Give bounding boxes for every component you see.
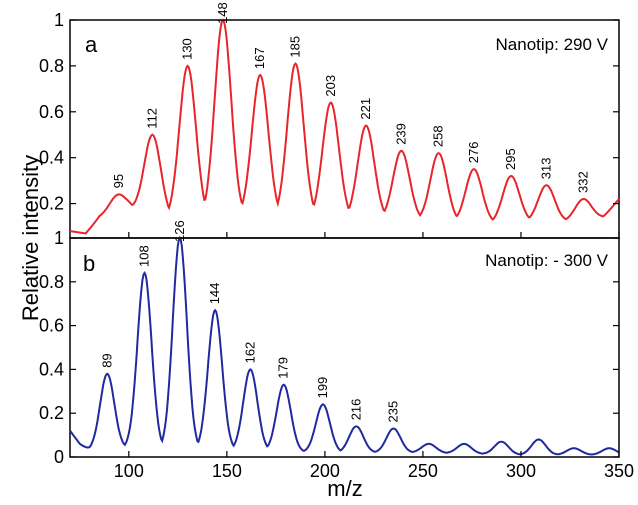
panel-a-y-tick-label: 1: [54, 10, 64, 30]
panel-a-peak-label: 130: [180, 38, 195, 60]
panel-a-y-tick-label: 0.4: [39, 148, 64, 168]
panel-b-peak-label: 89: [99, 353, 114, 367]
panel-b-y-tick-label: 1: [54, 228, 64, 248]
panel-b-frame: [69, 237, 620, 458]
panel-b-y-tick-label: 0: [54, 447, 64, 467]
panel-a-peak-label: 185: [288, 36, 303, 58]
panel-a-peak-label: 167: [252, 47, 267, 69]
panel-a-spectrum-line: [69, 18, 620, 235]
panel-a-peak-label: 332: [576, 171, 591, 193]
panel-b-letter: b: [83, 251, 95, 276]
panel-b-peak-label: 235: [386, 401, 401, 423]
x-tick-label: 250: [408, 461, 438, 481]
panel-b: 89 108 126 144 162 179 199 216 235 0 0.2 0.4 0.6 0.8…: [39, 220, 634, 481]
panel-b-peak-labels: 89 108 126 144 162 179 199 216 235: [99, 220, 400, 422]
panel-a-peak-label: 313: [539, 157, 554, 179]
panel-b-peak-label: 216: [348, 399, 363, 421]
panel-a-peak-label: 276: [466, 141, 481, 163]
panel-b-peak-label: 108: [137, 245, 152, 267]
panel-b-y-tick-label: 0.2: [39, 403, 64, 423]
panel-b-spectrum-line: [69, 235, 620, 456]
panel-a-y-ticks: 0.2 0.4 0.6 0.8 1: [39, 10, 619, 214]
panel-a-peak-labels: 95 112 130 148 167 185 203 221 239 258 276 295 313 33…: [111, 2, 591, 193]
x-axis-title: m/z: [327, 476, 362, 500]
x-tick-label: 300: [506, 461, 536, 481]
panel-b-peak-label: 126: [172, 220, 187, 242]
panel-b-y-tick-label: 0.6: [39, 316, 64, 336]
panel-a-peak-label: 258: [431, 125, 446, 147]
panel-b-annotation: Nanotip: - 300 V: [485, 251, 609, 270]
panel-a-y-tick-label: 0.6: [39, 102, 64, 122]
panel-a: 95 112 130 148 167 185 203 221 239 258 276 295 313 33…: [39, 2, 620, 239]
panel-a-peak-label: 148: [215, 2, 230, 24]
panel-b-peak-label: 199: [315, 377, 330, 399]
x-tick-label: 200: [310, 461, 340, 481]
panel-a-y-tick-label: 0.2: [39, 194, 64, 214]
panel-a-peak-label: 221: [358, 98, 373, 120]
panel-b-y-tick-label: 0.8: [39, 272, 64, 292]
panel-b-peak-label: 179: [276, 357, 291, 379]
panel-b-x-ticks: 100 150 200 250 300 350: [114, 451, 634, 481]
panel-a-peak-label: 295: [503, 148, 518, 170]
x-tick-label: 150: [212, 461, 242, 481]
panel-a-peak-label: 203: [323, 75, 338, 97]
panel-a-peak-label: 95: [111, 174, 126, 188]
panel-b-y-ticks: 0 0.2 0.4 0.6 0.8 1: [39, 228, 619, 467]
panel-a-y-tick-label: 0.8: [39, 56, 64, 76]
panel-b-peak-label: 144: [207, 283, 222, 305]
y-axis-title: Relative intensity: [18, 155, 43, 321]
panel-b-peak-label: 162: [242, 342, 257, 364]
panel-b-y-tick-label: 0.4: [39, 359, 64, 379]
x-tick-label: 100: [114, 461, 144, 481]
panel-a-letter: a: [85, 32, 98, 57]
panel-a-peak-label: 112: [144, 108, 159, 129]
panel-a-annotation: Nanotip: 290 V: [496, 35, 609, 54]
x-tick-label: 350: [604, 461, 634, 481]
panel-a-x-ticks: [128, 232, 620, 238]
panel-a-peak-label: 239: [393, 123, 408, 145]
